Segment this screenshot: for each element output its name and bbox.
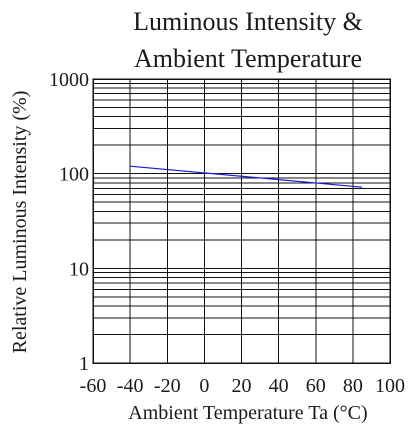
x-tick-label: 60 bbox=[306, 375, 326, 397]
x-tick-label: 40 bbox=[269, 375, 289, 397]
x-axis-label: Ambient Temperature Ta (°C) bbox=[128, 402, 367, 424]
chart-title-line-1: Luminous Intensity & bbox=[133, 7, 363, 36]
series-layer bbox=[130, 165, 363, 188]
y-tick-label: 10 bbox=[69, 258, 89, 280]
y-tick-label: 1000 bbox=[49, 69, 89, 91]
x-tick-label: -40 bbox=[117, 375, 144, 397]
x-tick-label: 100 bbox=[375, 375, 405, 397]
y-tick-label: 1 bbox=[79, 353, 89, 375]
y-tick-label: 100 bbox=[59, 164, 89, 186]
grid-layer bbox=[93, 79, 390, 363]
x-tick-label: 20 bbox=[232, 375, 252, 397]
y-axis-label: Relative Luminous Intensity (%) bbox=[9, 91, 31, 354]
x-tick-label: -60 bbox=[80, 375, 107, 397]
x-tick-label: 0 bbox=[199, 375, 209, 397]
chart-title-line-2: Ambient Temperature bbox=[134, 44, 362, 73]
x-tick-label: -20 bbox=[154, 375, 181, 397]
plot-frame bbox=[92, 78, 391, 364]
series-line-0 bbox=[130, 165, 363, 188]
x-tick-label: 80 bbox=[343, 375, 363, 397]
tick-labels: -60 -40 -20 0 20 40 60 80 100 1 10 100 1000 bbox=[49, 69, 405, 397]
